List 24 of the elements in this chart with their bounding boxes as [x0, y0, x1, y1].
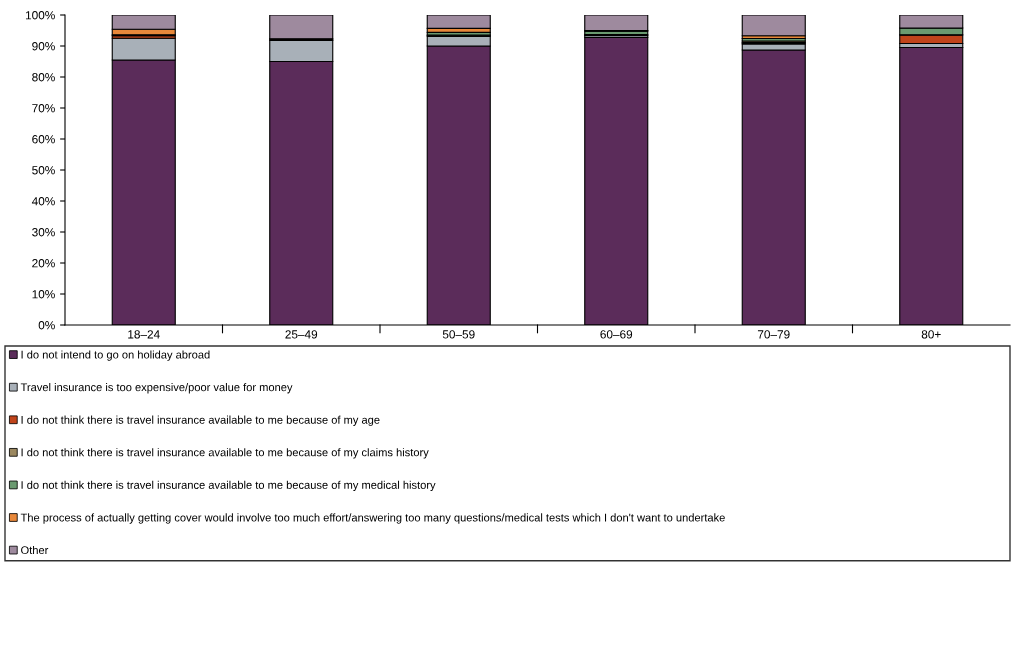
y-tick-label: 10% — [32, 290, 55, 299]
x-tick-label: 25–49 — [285, 330, 318, 339]
y-tick-label: 70% — [32, 104, 55, 113]
x-tick-label: 50–59 — [442, 330, 475, 339]
legend-label: Other — [21, 545, 49, 555]
y-tick-label: 30% — [32, 228, 55, 237]
legend-label: Travel insurance is too expensive/poor value for money — [20, 383, 293, 394]
y-tick-label: 0% — [38, 321, 55, 330]
legend-label: The process of actually getting cover would involve too much effort/answering too many questions/medical tests which I don't want to undertake — [20, 513, 725, 524]
y-tick-label: 50% — [32, 166, 55, 175]
legend-label: I do not think there is travel insurance available to me because of my age — [21, 415, 380, 426]
legend-label: I do not intend to go on holiday abroad — [21, 350, 210, 361]
x-tick-label: 18–24 — [128, 330, 160, 339]
y-tick-label: 100% — [25, 11, 55, 20]
y-tick-label: 80% — [32, 73, 55, 82]
y-tick-label: 40% — [31, 197, 55, 206]
legend-label: I do not think there is travel insurance available to me because of my claims history — [21, 448, 429, 459]
x-tick-label: 60–69 — [600, 330, 633, 339]
legend-label: I do not think there is travel insurance available to me because of my medical history — [21, 480, 436, 492]
y-tick-label: 90% — [32, 42, 55, 51]
y-tick-label: 60% — [32, 135, 55, 144]
x-tick-label: 70–79 — [757, 330, 790, 339]
x-tick-label: 80+ — [921, 330, 941, 339]
y-tick-label: 20% — [32, 259, 55, 268]
